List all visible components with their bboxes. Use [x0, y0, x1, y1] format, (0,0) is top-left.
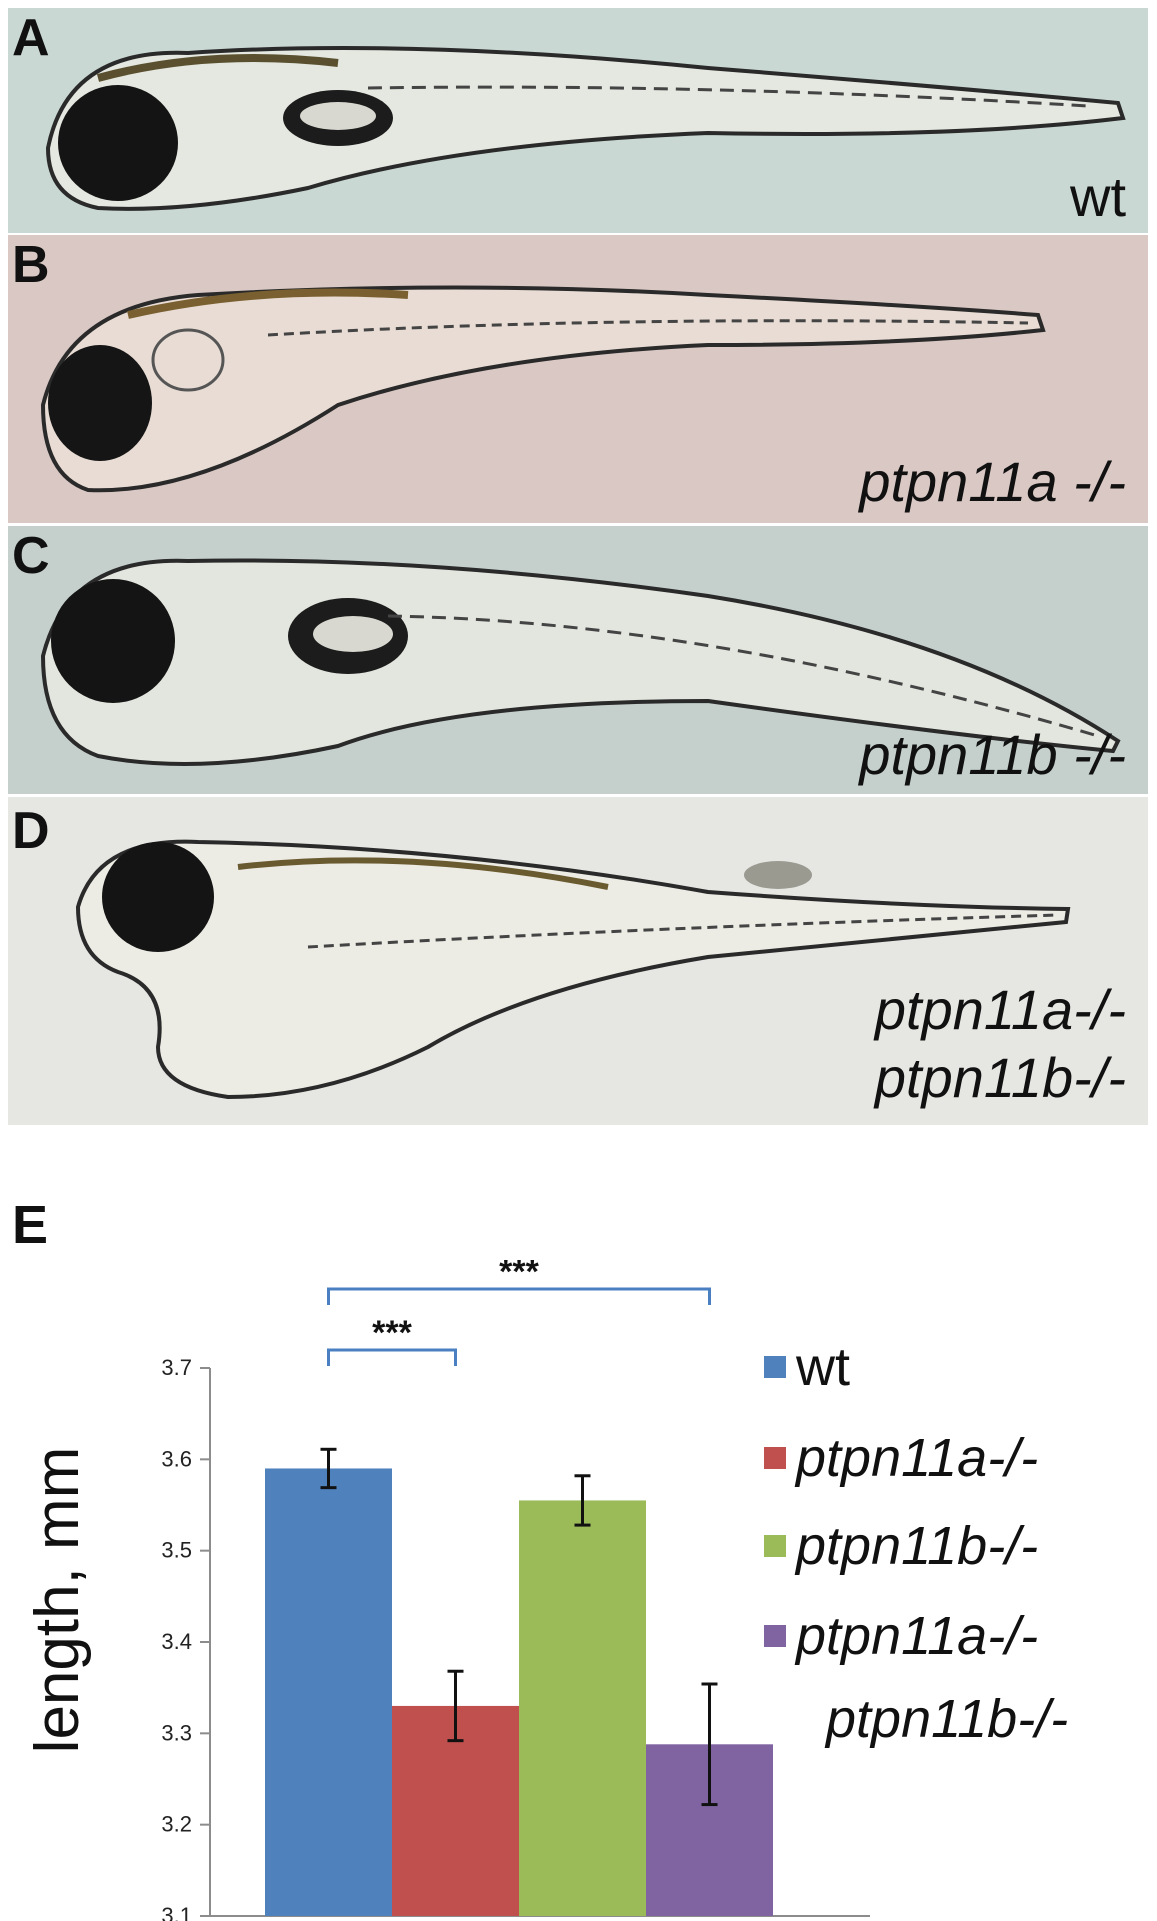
panel-c-letter: C [12, 527, 50, 585]
legend-swatch-ptpn11a [764, 1447, 786, 1469]
chart-bars [265, 1468, 773, 1916]
panel-d-image [8, 797, 1148, 1125]
significance-label-1: *** [372, 1314, 412, 1352]
significance-bracket-1 [327, 1348, 457, 1366]
legend-item-ptpn11a: ptpn11a-/- [764, 1427, 1038, 1489]
significance-label-2: *** [499, 1260, 539, 1291]
y-tick-label: 3.7 [161, 1355, 192, 1380]
legend-label-double-line-1: ptpn11a-/- [796, 1606, 1039, 1666]
panel-b-image [8, 235, 1148, 523]
panel-c-image [8, 526, 1148, 794]
legend-swatch-double [764, 1625, 786, 1647]
y-tick-label: 3.6 [161, 1446, 192, 1471]
panel-a-genotype: wt [1070, 165, 1126, 228]
chart-error-bars [320, 1447, 718, 1807]
legend-label-ptpn11a: ptpn11a-/- [796, 1428, 1039, 1488]
panel-e-letter: E [12, 1195, 49, 1255]
legend-label-wt: wt [796, 1337, 850, 1397]
y-tick-label: 3.1 [161, 1903, 192, 1921]
panel-a-letter: A [12, 9, 50, 67]
panel-c-genotype: ptpn11b -/- [859, 723, 1126, 786]
y-tick-label: 3.5 [161, 1538, 192, 1563]
legend-label-double-line-2: ptpn11b-/- [826, 1689, 1069, 1749]
y-tick-label: 3.4 [161, 1629, 192, 1654]
panel-b: B ptpn11a -/- [8, 235, 1148, 523]
significance-bracket-2 [327, 1287, 711, 1305]
panel-d: D ptpn11a-/- ptpn11b-/- [8, 797, 1148, 1125]
legend-swatch-ptpn11b [764, 1535, 786, 1557]
panel-c: C ptpn11b -/- [8, 526, 1148, 794]
panel-d-genotype-line-2: ptpn11b-/- [874, 1046, 1126, 1109]
panel-b-letter: B [12, 236, 50, 294]
legend-swatch-wt [764, 1356, 786, 1378]
y-tick-label: 3.2 [161, 1812, 192, 1837]
legend-item-double: ptpn11a-/- [764, 1605, 1038, 1667]
legend-item-ptpn11b: ptpn11b-/- [764, 1515, 1038, 1577]
bar-1 [265, 1468, 392, 1916]
panel-d-letter: D [12, 802, 50, 860]
significance-brackets: *** *** [327, 1260, 711, 1366]
panel-d-genotype-line-1: ptpn11a-/- [874, 978, 1126, 1041]
panel-a: A wt [8, 8, 1148, 233]
legend-label-ptpn11b: ptpn11b-/- [796, 1516, 1039, 1576]
bar-3 [519, 1500, 646, 1916]
length-bar-chart: 3.1 3.2 3.3 3.4 3.5 3.6 3.7 *** *** length, mm [23, 1260, 870, 1921]
y-tick-label: 3.3 [161, 1720, 192, 1745]
panel-a-image [8, 8, 1148, 233]
y-axis-label: length, mm [23, 1447, 92, 1754]
legend-item-wt: wt [764, 1336, 850, 1398]
panel-b-genotype: ptpn11a -/- [859, 450, 1126, 513]
